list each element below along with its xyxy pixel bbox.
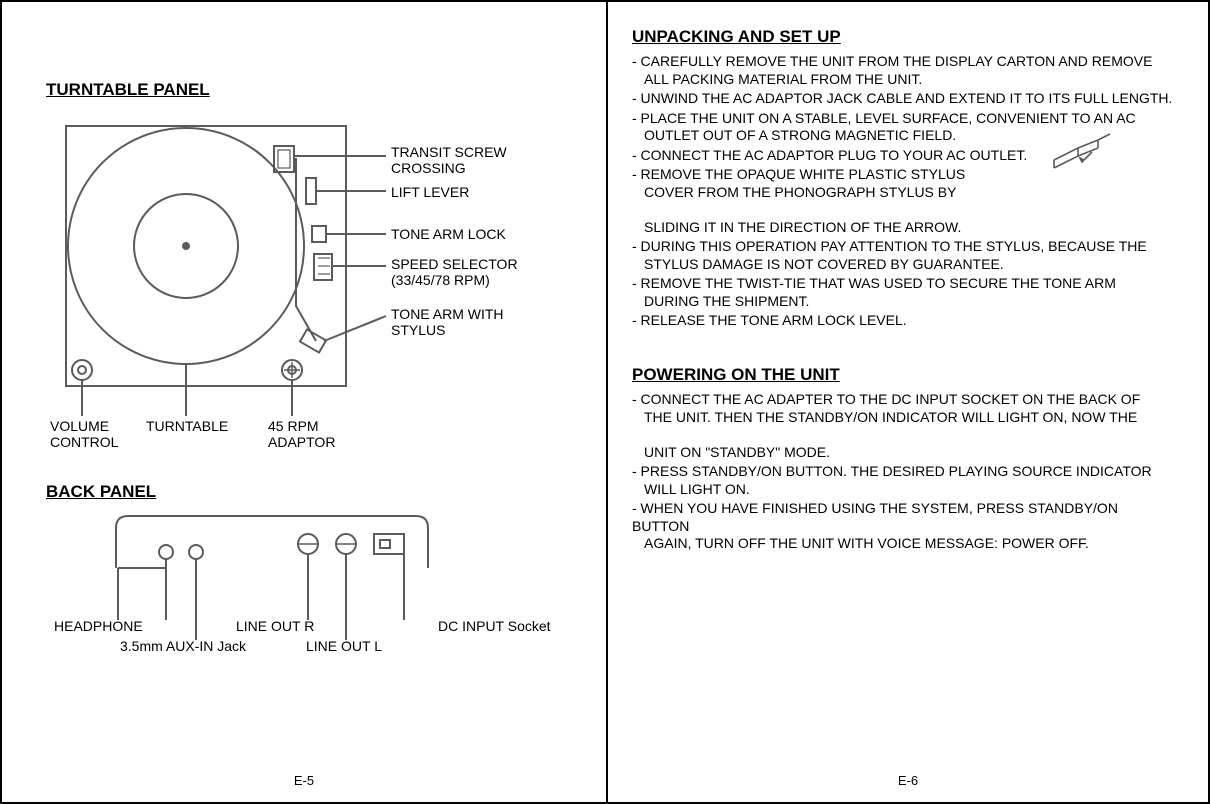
callout-speed-selector: SPEED SELECTOR(33/45/78 RPM) <box>391 256 518 288</box>
callout-lift-lever: LIFT LEVER <box>391 184 469 200</box>
stylus-icon <box>1048 130 1118 174</box>
callout-line-out-r: LINE OUT R <box>236 618 314 634</box>
back-panel-diagram: HEADPHONE 3.5mm AUX-IN Jack LINE OUT R L… <box>46 508 586 708</box>
unpacking-item: - REMOVE THE OPAQUE WHITE PLASTIC STYLUS… <box>632 166 1174 236</box>
unpacking-item: - CAREFULLY REMOVE THE UNIT FROM THE DIS… <box>632 53 1174 88</box>
back-panel-title: BACK PANEL <box>46 482 586 502</box>
powering-item: - PRESS STANDBY/ON BUTTON. THE DESIRED P… <box>632 463 1174 498</box>
unpacking-item: - REMOVE THE TWIST-TIE THAT WAS USED TO … <box>632 275 1174 310</box>
callout-transit-screw: TRANSIT SCREWCROSSING <box>391 144 507 176</box>
unpacking-title: UNPACKING AND SET UP <box>632 26 1174 47</box>
page-number-left: E-5 <box>2 773 606 788</box>
turntable-diagram: TRANSIT SCREWCROSSING LIFT LEVER TONE AR… <box>46 106 586 466</box>
unpacking-item: - UNWIND THE AC ADAPTOR JACK CABLE AND E… <box>632 90 1174 108</box>
powering-item: - WHEN YOU HAVE FINISHED USING THE SYSTE… <box>632 500 1174 553</box>
callout-line-out-l: LINE OUT L <box>306 638 382 654</box>
callout-dc-input: DC INPUT Socket <box>438 618 551 634</box>
powering-list: - CONNECT THE AC ADAPTER TO THE DC INPUT… <box>632 391 1174 553</box>
callout-aux: 3.5mm AUX-IN Jack <box>120 638 246 654</box>
manual-spread: TURNTABLE PANEL <box>0 0 1210 804</box>
turntable-panel-title: TURNTABLE PANEL <box>46 80 586 100</box>
callout-headphone: HEADPHONE <box>54 618 143 634</box>
powering-item: - CONNECT THE AC ADAPTER TO THE DC INPUT… <box>632 391 1174 461</box>
callout-tone-arm-stylus: TONE ARM WITHSTYLUS <box>391 306 504 338</box>
powering-title: POWERING ON THE UNIT <box>632 364 1174 385</box>
callout-turntable: TURNTABLE <box>146 418 228 434</box>
right-page: UNPACKING AND SET UP - CAREFULLY REMOVE … <box>608 2 1208 802</box>
unpacking-list: - CAREFULLY REMOVE THE UNIT FROM THE DIS… <box>632 53 1174 330</box>
callout-tone-arm-lock: TONE ARM LOCK <box>391 226 506 242</box>
page-number-right: E-6 <box>608 773 1208 788</box>
callout-volume: VOLUMECONTROL <box>50 418 118 450</box>
unpacking-item: - RELEASE THE TONE ARM LOCK LEVEL. <box>632 312 1174 330</box>
callout-45rpm: 45 RPMADAPTOR <box>268 418 335 450</box>
left-page: TURNTABLE PANEL <box>2 2 608 802</box>
back-panel-svg <box>46 508 586 688</box>
unpacking-item: - DURING THIS OPERATION PAY ATTENTION TO… <box>632 238 1174 273</box>
